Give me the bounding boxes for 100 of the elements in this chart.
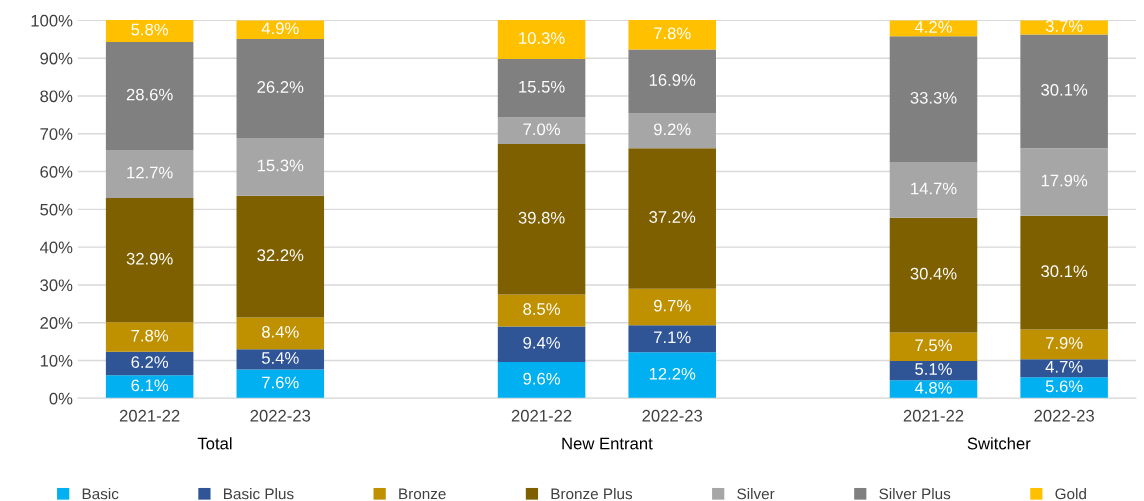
bar bbox=[236, 137, 325, 196]
bar bbox=[889, 162, 978, 218]
bar bbox=[1020, 329, 1108, 360]
x-tick-label: 2021-22 bbox=[119, 409, 180, 422]
bar bbox=[1020, 359, 1108, 378]
legend-label: Bronze Plus bbox=[551, 488, 633, 500]
data-label: 7.0% bbox=[523, 123, 560, 136]
bar bbox=[105, 150, 194, 199]
bar bbox=[628, 113, 716, 149]
bar bbox=[1020, 215, 1108, 330]
data-label: 32.2% bbox=[257, 249, 304, 262]
bar bbox=[889, 360, 978, 381]
data-label: 6.2% bbox=[131, 356, 169, 368]
legend-label: Silver Plus bbox=[879, 488, 951, 500]
data-label: 28.6% bbox=[126, 88, 173, 101]
data-label: 4.7% bbox=[1045, 361, 1083, 373]
y-tick-label: 90% bbox=[40, 52, 73, 65]
bar bbox=[1020, 20, 1108, 35]
bar bbox=[628, 325, 716, 353]
data-label: 12.7% bbox=[127, 166, 173, 179]
data-label: 30.1% bbox=[1041, 83, 1088, 96]
bar bbox=[497, 143, 586, 295]
data-label: 7.6% bbox=[262, 376, 299, 389]
bar bbox=[889, 380, 978, 399]
legend-label: Basic bbox=[82, 488, 119, 500]
y-tick-label: 70% bbox=[40, 128, 73, 140]
data-label: 8.4% bbox=[262, 325, 299, 338]
x-tick-label: 2022-23 bbox=[250, 409, 311, 422]
data-label: 5.6% bbox=[1045, 380, 1083, 393]
bar bbox=[105, 20, 194, 42]
x-tick-label: 2021-22 bbox=[511, 409, 572, 422]
x-tick-label: 2021-22 bbox=[903, 409, 964, 422]
bar bbox=[628, 20, 716, 50]
bar bbox=[497, 58, 586, 118]
y-tick-label: 0% bbox=[49, 392, 73, 405]
data-label: 7.1% bbox=[654, 331, 691, 344]
data-label: 26.2% bbox=[257, 81, 304, 93]
data-label: 4.9% bbox=[261, 22, 299, 35]
bar bbox=[628, 352, 716, 399]
data-label: 9.6% bbox=[523, 372, 560, 385]
bar bbox=[236, 317, 325, 350]
data-label: 5.1% bbox=[915, 363, 952, 375]
data-label: 32.9% bbox=[126, 252, 173, 265]
bar bbox=[628, 49, 716, 114]
legend-label: Bronze bbox=[399, 488, 446, 500]
y-tick-label: 60% bbox=[40, 165, 73, 178]
bar bbox=[236, 369, 325, 399]
bar bbox=[1020, 34, 1108, 149]
data-label: 7.9% bbox=[1046, 337, 1083, 349]
x-tick-label: 2022-23 bbox=[1034, 409, 1094, 422]
y-tick-label: 40% bbox=[39, 241, 73, 254]
y-tick-label: 100% bbox=[31, 14, 73, 27]
bar bbox=[497, 117, 586, 144]
legend-label: Gold bbox=[1055, 488, 1086, 500]
bar bbox=[236, 349, 325, 370]
data-label: 15.5% bbox=[519, 80, 565, 93]
bar bbox=[889, 36, 978, 163]
data-label: 7.5% bbox=[915, 339, 952, 352]
bar bbox=[889, 217, 978, 333]
data-label: 9.2% bbox=[654, 123, 691, 136]
data-label: 33.3% bbox=[910, 91, 957, 104]
y-tick-label: 50% bbox=[40, 203, 73, 216]
data-label: 16.9% bbox=[649, 74, 696, 86]
data-label: 37.2% bbox=[649, 211, 696, 223]
bar bbox=[889, 332, 978, 361]
data-label: 39.8% bbox=[518, 211, 565, 224]
data-label: 8.5% bbox=[523, 303, 560, 315]
data-label: 6.1% bbox=[131, 379, 169, 392]
text: Switcher bbox=[967, 437, 1031, 450]
data-label: 14.7% bbox=[911, 182, 957, 195]
bar bbox=[105, 198, 194, 323]
y-tick-label: 30% bbox=[40, 279, 73, 292]
data-label: 17.9% bbox=[1041, 174, 1088, 187]
bar bbox=[105, 41, 194, 151]
bar bbox=[497, 326, 586, 363]
bar bbox=[497, 294, 586, 327]
data-label: 15.3% bbox=[257, 159, 304, 172]
data-label: 3.7% bbox=[1045, 20, 1083, 32]
data-label: 9.4% bbox=[523, 336, 560, 349]
y-tick-label: 80% bbox=[40, 90, 73, 103]
bar bbox=[105, 351, 194, 376]
data-label: 7.8% bbox=[654, 27, 691, 40]
data-label: 4.8% bbox=[914, 381, 952, 394]
legend-label: Silver bbox=[737, 488, 775, 500]
bar bbox=[1020, 148, 1108, 216]
bar bbox=[105, 375, 194, 399]
data-label: 4.2% bbox=[914, 21, 952, 33]
bar bbox=[1020, 377, 1108, 399]
data-label: 30.4% bbox=[910, 267, 957, 280]
bar bbox=[628, 288, 716, 326]
bar bbox=[105, 322, 194, 352]
bar bbox=[236, 20, 325, 39]
x-tick-label: 2022-23 bbox=[642, 409, 703, 422]
data-label: 9.7% bbox=[654, 299, 691, 312]
bar bbox=[889, 20, 978, 37]
y-tick-label: 20% bbox=[40, 317, 73, 329]
text: New Entrant bbox=[562, 437, 653, 450]
y-tick-label: 10% bbox=[40, 354, 73, 367]
bar bbox=[236, 195, 325, 318]
data-label: 5.4% bbox=[261, 352, 299, 364]
